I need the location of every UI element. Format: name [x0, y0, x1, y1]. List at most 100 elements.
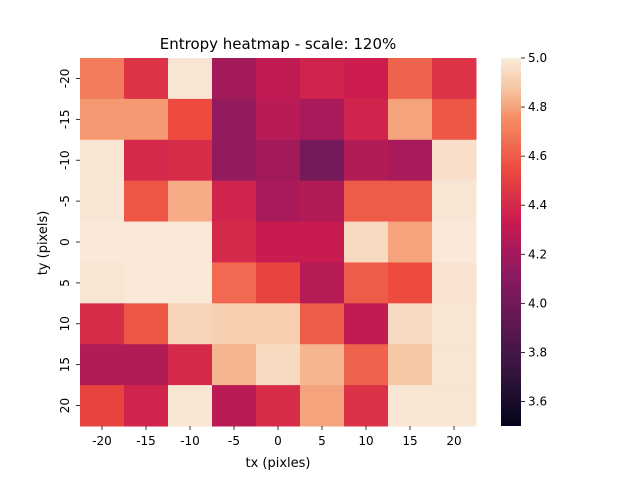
heatmap-cell [124, 385, 169, 427]
heatmap-cell [212, 98, 257, 141]
heatmap-cell [80, 221, 125, 263]
heatmap-cell [432, 58, 477, 100]
heatmap-cell [212, 221, 257, 263]
heatmap-cell [300, 303, 345, 345]
heatmap-cell [432, 139, 477, 182]
heatmap-cell [256, 139, 301, 182]
heatmap-cell [300, 385, 345, 427]
colorbar-tick-label: 5.0 [528, 51, 547, 65]
heatmap-cell [344, 180, 389, 223]
y-tick-label: -20 [58, 69, 72, 89]
heatmap-cell [256, 221, 301, 263]
heatmap-cell [256, 58, 301, 100]
y-tick-label: -10 [58, 150, 72, 170]
x-tick-label: 0 [274, 434, 282, 448]
heatmap-cell [300, 139, 345, 182]
heatmap-cell [344, 303, 389, 345]
x-tick-label: -20 [92, 434, 112, 448]
heatmap-cell [432, 262, 477, 304]
colorbar [501, 58, 521, 426]
y-tick-label: -5 [58, 195, 72, 207]
heatmap-cell [388, 344, 433, 386]
heatmap-cell [388, 180, 433, 223]
x-axis-ticks: -20 -15 -10 -5 0 5 10 15 20 [92, 426, 462, 448]
colorbar-tick-label: 4.0 [528, 296, 547, 310]
heatmap-cell [212, 303, 257, 345]
heatmap-cell [256, 303, 301, 345]
colorbar-tick-label: 4.6 [528, 149, 547, 163]
heatmap-cell [124, 98, 169, 141]
heatmap-cell [300, 262, 345, 304]
colorbar-ticks: 3.6 3.8 4.0 4.2 4.4 4.6 4.8 5.0 [521, 51, 547, 408]
heatmap-cell [80, 139, 125, 182]
x-tick-label: -10 [180, 434, 200, 448]
colorbar-tick-label: 3.8 [528, 345, 547, 359]
heatmap-cell [432, 221, 477, 263]
y-axis-label: ty (pixels) [36, 211, 51, 276]
heatmap-cell [344, 58, 389, 100]
heatmap-cell [124, 344, 169, 386]
colorbar-tick-label: 4.8 [528, 100, 547, 114]
y-tick-label: 20 [58, 398, 72, 413]
heatmap-cell [300, 221, 345, 263]
y-tick-label: 15 [58, 357, 72, 372]
x-tick-label: 5 [318, 434, 326, 448]
heatmap-cell [388, 58, 433, 100]
heatmap-cell [168, 385, 213, 427]
heatmap-cell [256, 98, 301, 141]
heatmap-cell [168, 180, 213, 223]
heatmap-cell [168, 58, 213, 100]
y-axis-ticks: -20 -15 -10 -5 0 5 10 15 20 [58, 69, 80, 413]
colorbar-tick-label: 4.4 [528, 198, 547, 212]
heatmap-cell [124, 139, 169, 182]
heatmap-cell [388, 262, 433, 304]
x-tick-label: -15 [136, 434, 156, 448]
heatmap-cell [124, 221, 169, 263]
heatmap-cell [212, 58, 257, 100]
heatmap-cell [168, 262, 213, 304]
heatmap-cell [344, 385, 389, 427]
heatmap-cell [212, 139, 257, 182]
colorbar-tick-label: 3.6 [528, 394, 547, 408]
heatmap-cell [300, 98, 345, 141]
heatmap-cell [124, 303, 169, 345]
heatmap-cell [80, 180, 125, 223]
heatmap-cell [80, 58, 125, 100]
x-tick-label: 10 [358, 434, 373, 448]
heatmap-cells [80, 58, 477, 427]
heatmap-cell [388, 385, 433, 427]
heatmap-cell [80, 344, 125, 386]
heatmap-cell [432, 180, 477, 223]
heatmap-cell [344, 139, 389, 182]
y-tick-label: 5 [58, 279, 72, 287]
heatmap-cell [124, 58, 169, 100]
heatmap-cell [212, 385, 257, 427]
heatmap-cell [256, 262, 301, 304]
heatmap-cell [168, 303, 213, 345]
x-tick-label: -5 [228, 434, 240, 448]
heatmap-cell [388, 303, 433, 345]
heatmap-cell [80, 303, 125, 345]
chart-title: Entropy heatmap - scale: 120% [160, 35, 396, 53]
heatmap-cell [388, 221, 433, 263]
heatmap-cell [80, 262, 125, 304]
heatmap-cell [344, 344, 389, 386]
heatmap-cell [168, 98, 213, 141]
heatmap-cell [212, 180, 257, 223]
heatmap-cell [124, 262, 169, 304]
heatmap-cell [168, 221, 213, 263]
heatmap-cell [432, 385, 477, 427]
heatmap-cell [256, 385, 301, 427]
heatmap-cell [300, 180, 345, 223]
x-axis-label: tx (pixles) [245, 456, 310, 471]
heatmap-cell [80, 98, 125, 141]
heatmap-cell [344, 221, 389, 263]
heatmap-cell [300, 58, 345, 100]
heatmap-cell [300, 344, 345, 386]
x-tick-label: 20 [446, 434, 461, 448]
heatmap-cell [212, 262, 257, 304]
heatmap-cell [124, 180, 169, 223]
heatmap-cell [80, 385, 125, 427]
heatmap-cell [344, 98, 389, 141]
